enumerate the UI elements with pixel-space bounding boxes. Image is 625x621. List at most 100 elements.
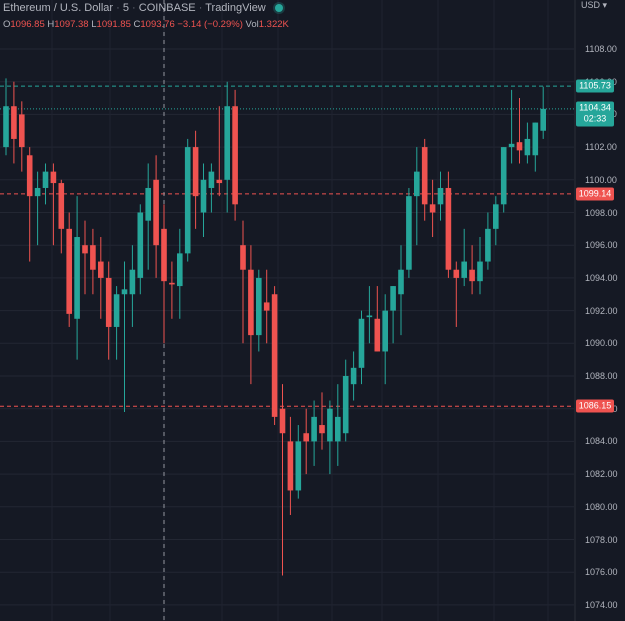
candle-body [177, 253, 183, 287]
candle-body [58, 183, 65, 229]
candle-body [153, 179, 159, 246]
candle-body [271, 294, 278, 417]
high-value: 1097.38 [54, 19, 89, 30]
candle-body [11, 106, 17, 139]
lower-alert-line-tag: 1086.15 [576, 399, 614, 413]
candle-body [461, 261, 467, 278]
candle-body [82, 245, 88, 254]
price-tick-label: 1090.00 [585, 338, 618, 349]
change-value: −3.14 (−0.29%) [177, 19, 243, 30]
candle-body [200, 179, 207, 213]
currency-selector[interactable]: USD ▾ [581, 0, 608, 10]
low-label: L [91, 19, 97, 30]
volume-value: 1.322K [258, 19, 289, 30]
low-value: 1091.85 [96, 19, 131, 30]
candle-body [485, 228, 491, 262]
last-price-tag: 1104.34 02:33 [576, 101, 614, 127]
exchange-label: COINBASE [138, 2, 196, 14]
candle-body [398, 269, 404, 295]
candle-body [113, 294, 120, 327]
candle-body [382, 310, 388, 352]
candle-body [42, 171, 49, 188]
ohlc-legend: O1096.85 H1097.38 L1091.85 C1093.76 −3.1… [3, 19, 289, 30]
candle-body [216, 179, 223, 184]
upper-alert-line-tag: 1099.14 [576, 187, 614, 201]
symbol-name[interactable]: Ethereum / U.S. Dollar [3, 2, 114, 14]
candle-body [145, 187, 151, 221]
candle-body [98, 261, 104, 278]
candle-body [74, 237, 80, 319]
candle-body [105, 277, 112, 327]
price-tick-label: 1078.00 [585, 534, 618, 545]
candle-body [532, 122, 539, 156]
candle-body [366, 315, 373, 318]
close-label: C [133, 19, 141, 30]
close-value: 1093.76 [140, 19, 175, 30]
candle-body [469, 269, 475, 282]
candle-body [240, 245, 246, 270]
candle-body [232, 106, 238, 205]
candle-body [350, 367, 357, 385]
candle-body [524, 138, 531, 156]
candle-body [287, 441, 294, 491]
price-tick-label: 1082.00 [585, 469, 618, 480]
candle-body [208, 171, 215, 188]
candle-body [390, 286, 396, 311]
price-tick-label: 1094.00 [585, 272, 618, 283]
candle-body [327, 408, 333, 442]
candle-body [279, 408, 286, 434]
price-tick-label: 1102.00 [585, 142, 617, 153]
price-tick-label: 1076.00 [585, 567, 618, 578]
candle-body [3, 106, 9, 148]
candle-body [169, 282, 175, 285]
high-label: H [47, 19, 55, 30]
candle-body [493, 204, 499, 229]
header-separator: · [116, 2, 120, 14]
candle-body [540, 108, 546, 131]
candle-body [311, 416, 317, 442]
candle-body [224, 106, 230, 180]
price-tick-label: 1098.00 [585, 207, 618, 218]
candle-body [500, 147, 507, 205]
price-tick-label: 1080.00 [585, 501, 618, 512]
last-price-value: 1104.34 [579, 102, 611, 113]
candle-body [319, 425, 325, 434]
candle-body [516, 142, 523, 151]
source-label: TradingView [205, 2, 266, 14]
candle-body [358, 318, 365, 368]
candle-body [192, 147, 199, 197]
candle-body [184, 147, 191, 254]
bar-countdown: 02:33 [583, 113, 607, 124]
candle-body [335, 416, 341, 442]
interval-label[interactable]: 5 [122, 2, 129, 14]
market-status-dot-icon[interactable] [274, 4, 283, 13]
candle-body [477, 261, 483, 282]
candle-body [19, 114, 25, 148]
candle-body [421, 147, 428, 205]
price-tick-label: 1088.00 [585, 371, 618, 381]
candle-body [342, 376, 349, 434]
candle-body [263, 302, 270, 311]
candle-body [129, 269, 136, 295]
candle-body [429, 204, 436, 213]
header-separator: · [198, 2, 203, 14]
candle-body [90, 245, 96, 270]
header-separator: · [132, 2, 136, 14]
price-tick-label: 1084.00 [585, 436, 618, 447]
candle-body [26, 155, 33, 197]
open-value: 1096.85 [10, 19, 45, 30]
candle-body [137, 212, 144, 278]
candle-body [121, 289, 128, 295]
candle-body [374, 318, 381, 352]
price-tick-label: 1092.00 [585, 305, 618, 316]
candle-body [414, 171, 420, 197]
candle-body [453, 269, 460, 278]
symbol-header[interactable]: Ethereum / U.S. Dollar · 5 · COINBASE · … [3, 2, 283, 14]
price-tick-label: 1100.00 [585, 174, 617, 185]
candle-body [161, 228, 167, 282]
candle-body [303, 433, 309, 442]
price-tick-label: 1096.00 [585, 240, 618, 251]
volume-label: Vol [245, 19, 259, 30]
high-price-tag: 1105.73 [576, 79, 614, 93]
